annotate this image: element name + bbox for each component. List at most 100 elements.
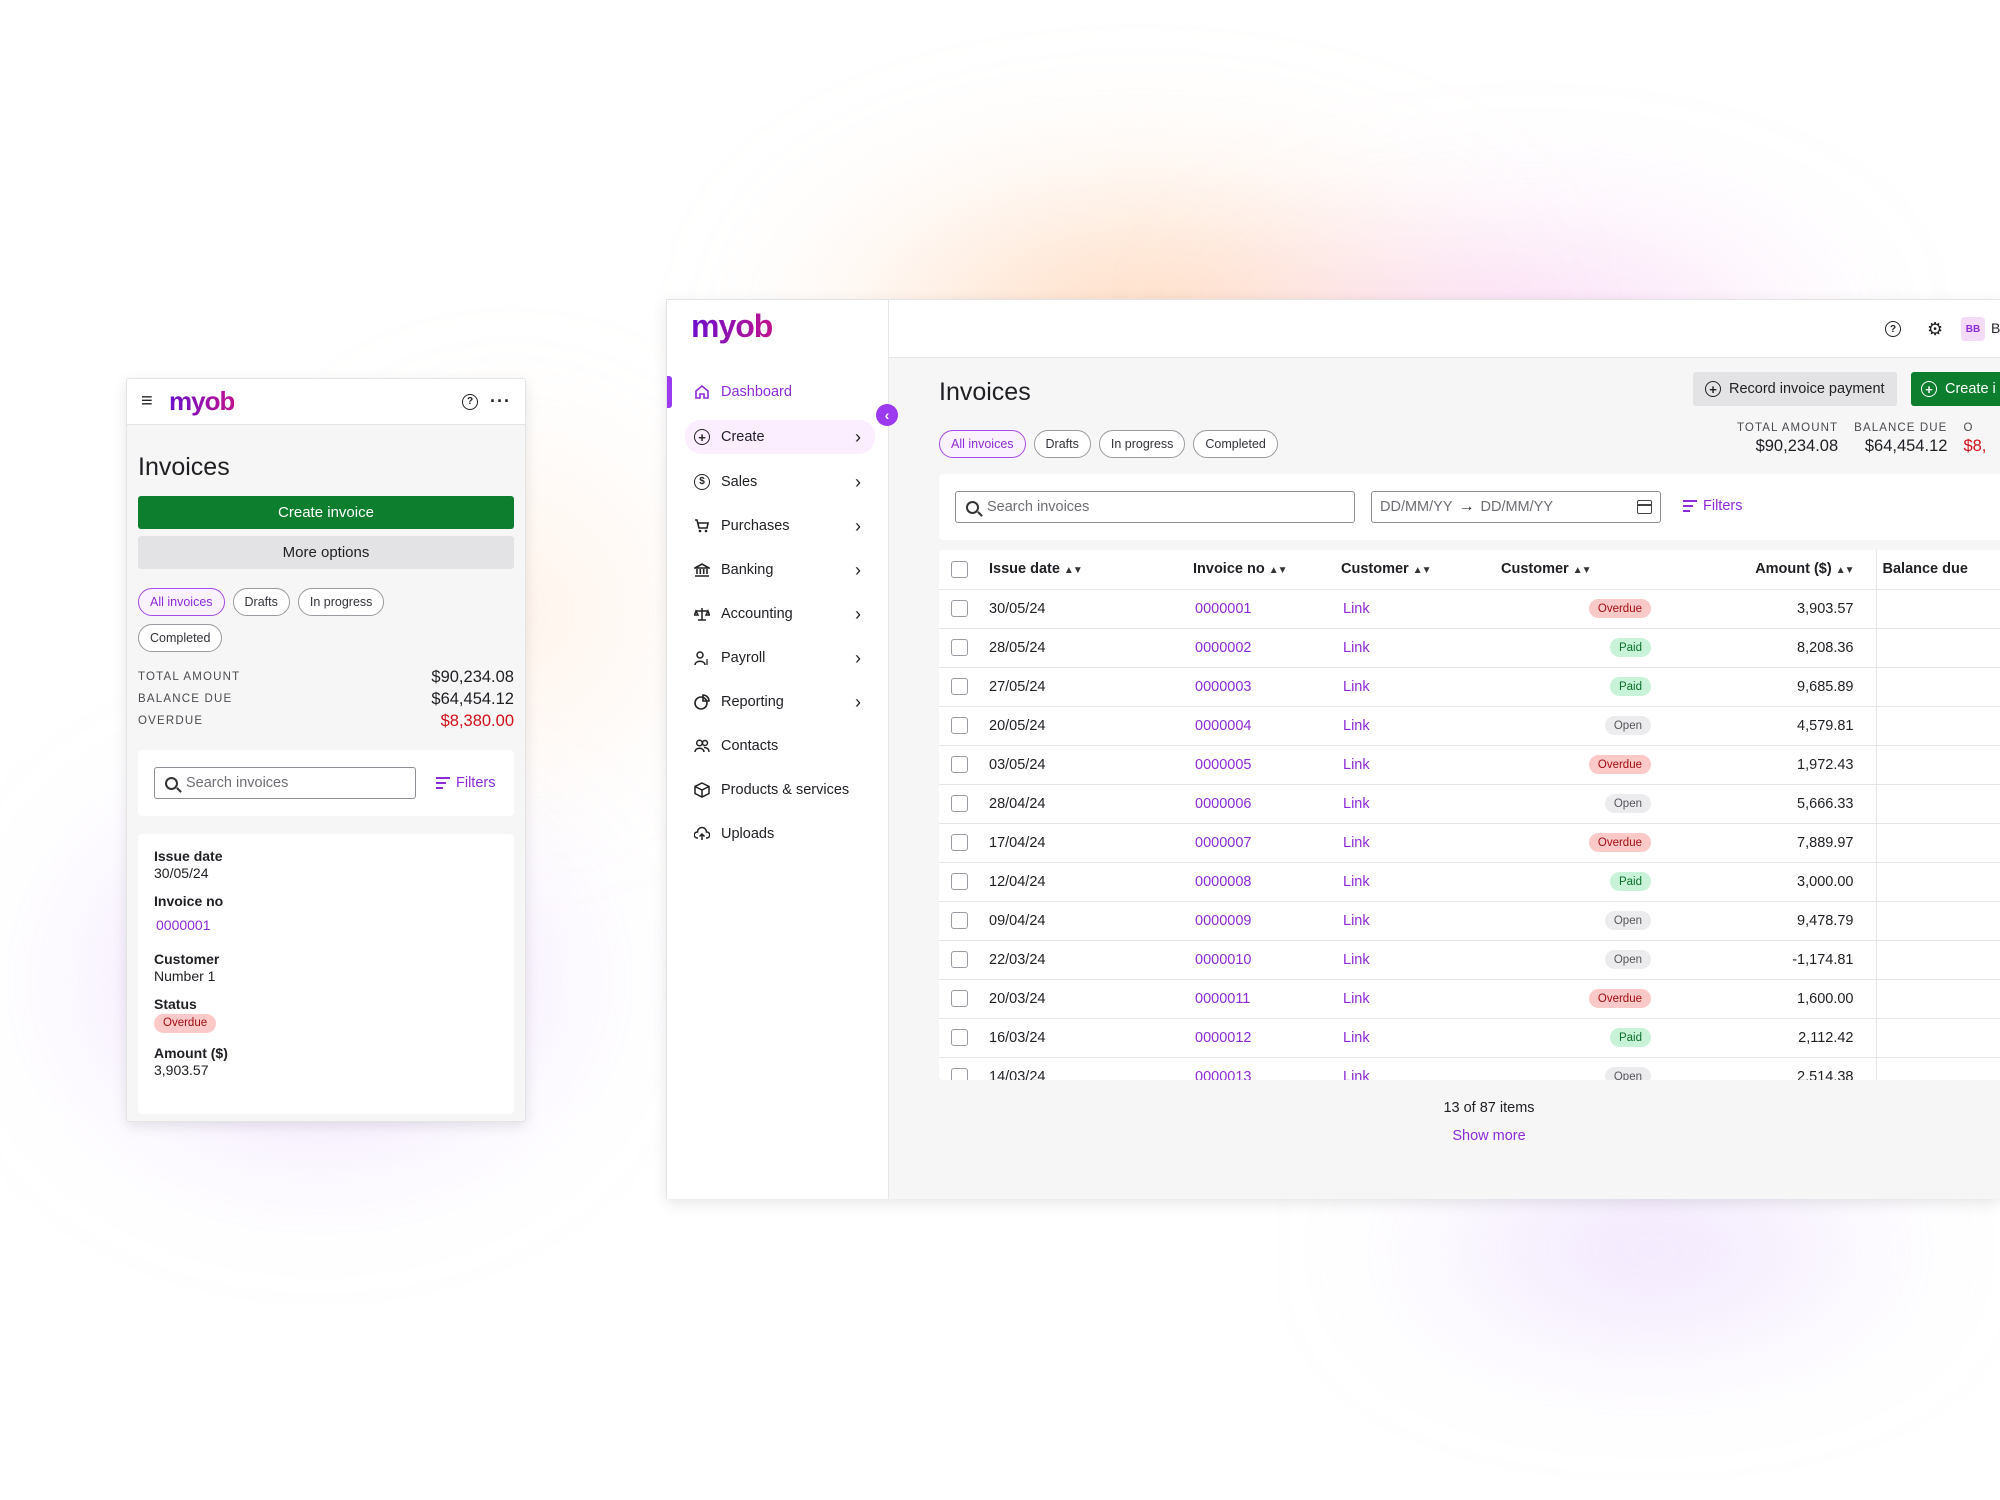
invoice-no-link[interactable]: 0000003 — [1193, 667, 1341, 707]
date-range-input[interactable]: DD/MM/YY → DD/MM/YY — [1371, 491, 1661, 523]
customer-link[interactable]: Link — [1341, 823, 1501, 863]
column-header-amount[interactable]: Amount ($) ▲▼ — [1651, 550, 1876, 590]
customer-link[interactable]: Link — [1341, 1057, 1501, 1080]
row-checkbox[interactable] — [951, 639, 968, 656]
row-checkbox[interactable] — [951, 912, 968, 929]
avatar[interactable]: BB — [1961, 317, 1985, 341]
row-checkbox[interactable] — [951, 600, 968, 617]
column-header-issue-date[interactable]: Issue date ▲▼ — [989, 550, 1193, 590]
row-checkbox[interactable] — [951, 717, 968, 734]
invoice-no-link[interactable]: 0000001 — [156, 917, 211, 933]
column-header-customer-status[interactable]: Customer ▲▼ — [1501, 550, 1651, 590]
invoice-no-link[interactable]: 0000002 — [1193, 628, 1341, 668]
gear-icon[interactable]: ⚙ — [1927, 319, 1944, 339]
help-icon[interactable]: ? — [1885, 321, 1901, 337]
sidebar-item-contacts[interactable]: Contacts — [667, 724, 889, 768]
create-invoice-button[interactable]: + Create i — [1911, 372, 2000, 406]
customer-link[interactable]: Link — [1341, 706, 1501, 746]
more-icon[interactable]: ··· — [490, 391, 511, 411]
sidebar-item-accounting[interactable]: Accounting › — [667, 592, 889, 636]
invoice-no-link[interactable]: 0000008 — [1193, 862, 1341, 902]
row-checkbox[interactable] — [951, 678, 968, 695]
menu-icon[interactable]: ≡ — [141, 390, 153, 412]
table-row[interactable]: 22/03/24 0000010 Link Open -1,174.81 — [939, 940, 2000, 980]
sidebar-item-products-services[interactable]: Products & services — [667, 768, 889, 812]
invoice-detail-card[interactable]: Issue date 30/05/24 Invoice no 0000001 Cus… — [138, 834, 514, 1114]
customer-link[interactable]: Link — [1341, 940, 1501, 980]
sidebar-item-dashboard[interactable]: Dashboard — [667, 370, 889, 414]
invoice-no-link[interactable]: 0000007 — [1193, 823, 1341, 863]
help-icon[interactable]: ? — [462, 393, 479, 410]
user-name[interactable]: B — [1991, 320, 2000, 336]
filters-button[interactable]: Filters — [1683, 498, 1742, 514]
tab-completed[interactable]: Completed — [138, 624, 223, 652]
customer-link[interactable]: Link — [1341, 589, 1501, 629]
tab-all-invoices[interactable]: All invoices — [138, 588, 225, 616]
amount-label: Amount ($) — [154, 1044, 228, 1061]
sidebar-item-create[interactable]: + Create › — [685, 420, 875, 454]
customer-link[interactable]: Link — [1341, 628, 1501, 668]
tab-in-progress[interactable]: In progress — [1098, 430, 1186, 458]
row-checkbox[interactable] — [951, 756, 968, 773]
row-checkbox[interactable] — [951, 951, 968, 968]
sidebar-item-purchases[interactable]: Purchases › — [667, 504, 889, 548]
filters-button[interactable]: Filters — [436, 775, 495, 791]
tab-in-progress[interactable]: In progress — [297, 588, 385, 616]
customer-link[interactable]: Link — [1341, 979, 1501, 1019]
customer-link[interactable]: Link — [1341, 784, 1501, 824]
collapse-sidebar-button[interactable]: ‹ — [876, 404, 898, 426]
invoice-no-link[interactable]: 0000006 — [1193, 784, 1341, 824]
column-header-balance-due[interactable]: Balance due — [1875, 550, 2000, 590]
invoice-no-link[interactable]: 0000013 — [1193, 1057, 1341, 1080]
customer-link[interactable]: Link — [1341, 745, 1501, 785]
invoice-no-link[interactable]: 0000005 — [1193, 745, 1341, 785]
column-header-customer[interactable]: Customer ▲▼ — [1341, 550, 1501, 590]
row-checkbox[interactable] — [951, 795, 968, 812]
invoice-no-link[interactable]: 0000009 — [1193, 901, 1341, 941]
select-all-checkbox[interactable] — [951, 560, 968, 578]
row-checkbox[interactable] — [951, 834, 968, 851]
create-invoice-button[interactable]: Create invoice — [138, 496, 514, 529]
sidebar-item-sales[interactable]: $ Sales › — [667, 460, 889, 504]
row-checkbox[interactable] — [951, 990, 968, 1007]
column-header-invoice-no[interactable]: Invoice no ▲▼ — [1193, 550, 1341, 590]
sidebar-item-banking[interactable]: Banking › — [667, 548, 889, 592]
sidebar-item-reporting[interactable]: Reporting › — [667, 680, 889, 724]
sidebar-item-uploads[interactable]: Uploads — [667, 812, 889, 856]
calendar-icon[interactable] — [1637, 500, 1652, 514]
customer-link[interactable]: Link — [1341, 1018, 1501, 1058]
row-checkbox[interactable] — [951, 873, 968, 890]
row-checkbox[interactable] — [951, 1068, 968, 1080]
tab-drafts[interactable]: Drafts — [232, 588, 290, 616]
tab-drafts[interactable]: Drafts — [1033, 430, 1091, 458]
invoice-no-link[interactable]: 0000011 — [1193, 979, 1341, 1019]
record-invoice-payment-button[interactable]: + Record invoice payment — [1693, 372, 1897, 406]
search-input[interactable]: Search invoices — [955, 491, 1355, 523]
invoice-no-link[interactable]: 0000004 — [1193, 706, 1341, 746]
search-input[interactable]: Search invoices — [154, 767, 416, 799]
customer-link[interactable]: Link — [1341, 862, 1501, 902]
invoice-no-link[interactable]: 0000001 — [1193, 589, 1341, 629]
customer-link[interactable]: Link — [1341, 901, 1501, 941]
customer-link[interactable]: Link — [1341, 667, 1501, 707]
show-more-link[interactable]: Show more — [1452, 1128, 1526, 1144]
tab-all-invoices[interactable]: All invoices — [939, 430, 1026, 458]
more-options-button[interactable]: More options — [138, 536, 514, 569]
invoice-no-link[interactable]: 0000010 — [1193, 940, 1341, 980]
sidebar-item-payroll[interactable]: Payroll › — [667, 636, 889, 680]
row-checkbox[interactable] — [951, 1029, 968, 1046]
tab-completed[interactable]: Completed — [1193, 430, 1278, 458]
invoice-no-link[interactable]: 0000012 — [1193, 1018, 1341, 1058]
